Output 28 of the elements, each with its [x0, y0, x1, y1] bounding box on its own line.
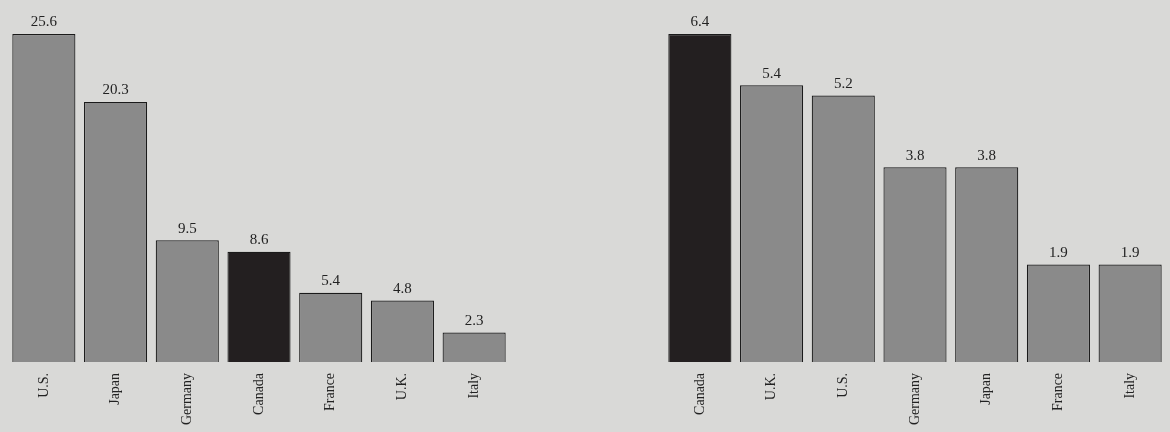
- data-label: 5.4: [762, 64, 782, 81]
- data-label: 1.9: [1049, 244, 1068, 260]
- x-tick-label: U.K.: [394, 372, 410, 401]
- x-tick-label: U.S.: [834, 372, 850, 398]
- data-label: 4.8: [393, 279, 412, 296]
- x-tick-label: France: [1050, 372, 1066, 411]
- x-tick-label: France: [322, 372, 338, 411]
- data-label: 3.8: [905, 146, 925, 163]
- x-tick-label: Japan: [107, 372, 123, 405]
- x-tick-label: Canada: [691, 372, 707, 415]
- x-tick-label: Germany: [906, 372, 922, 425]
- data-label: 5.2: [833, 74, 853, 91]
- data-label: 2.3: [464, 311, 484, 328]
- x-tick-label: Italy: [465, 372, 481, 399]
- data-label: 25.6: [30, 13, 58, 30]
- data-label: 9.5: [177, 219, 197, 236]
- data-label: 8.6: [249, 231, 269, 248]
- x-tick-label: U.K.: [763, 372, 779, 401]
- data-label: 1.9: [1120, 244, 1140, 260]
- x-tick-label: Japan: [978, 372, 994, 405]
- x-tick-label: U.S.: [35, 372, 51, 398]
- x-tick-label: Germany: [178, 372, 194, 425]
- data-label: 5.4: [321, 272, 341, 289]
- x-tick-label: Italy: [1121, 372, 1137, 399]
- data-label: 3.8: [977, 146, 997, 163]
- data-label: 6.4: [690, 13, 710, 30]
- data-label: 20.3: [102, 81, 129, 98]
- x-tick-label: Canada: [250, 372, 266, 415]
